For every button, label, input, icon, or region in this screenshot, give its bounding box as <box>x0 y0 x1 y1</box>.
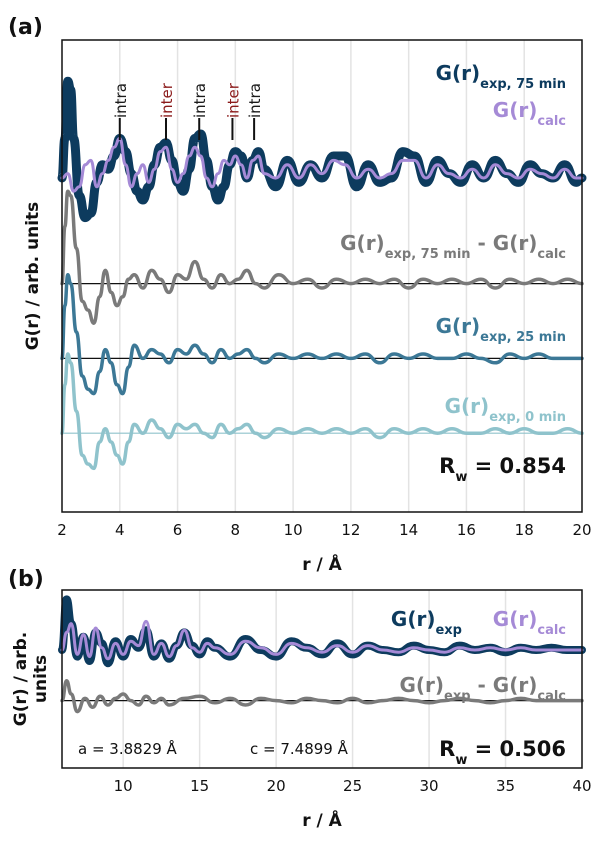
series-line <box>60 679 584 714</box>
x-tick-label: 8 <box>231 521 241 539</box>
panel-a-peak-annotations: intra inter intra inter intra <box>112 82 264 140</box>
panel-b-frame <box>61 589 583 769</box>
label-difference-a: G(r)exp, 75 min - G(r)calc <box>340 231 566 262</box>
panel-a-x-axis-title: r / Å <box>302 552 342 575</box>
label-calc-b: G(r)calc <box>493 607 566 638</box>
x-tick-label: 20 <box>572 521 591 539</box>
panel-a-y-axis-title: G(r) / arb. units <box>23 202 43 351</box>
label-exp-b: G(r)exp <box>391 607 462 638</box>
x-tick-label: 20 <box>267 777 286 795</box>
label-exp-75: G(r)exp, 75 min <box>436 61 566 92</box>
panel-b-y-axis-title-line1: G(r) / arb. <box>11 632 31 726</box>
peak-label: inter <box>224 82 242 118</box>
panel-b-y-axis-title-line2: units <box>31 655 51 703</box>
x-tick-label: 16 <box>457 521 476 539</box>
x-tick-label: 4 <box>115 521 125 539</box>
panel-b-rw: Rw = 0.506 <box>439 737 566 768</box>
panel-b-curves <box>58 595 586 714</box>
series-line <box>57 76 587 223</box>
panel-a-gridlines <box>119 40 525 512</box>
x-tick-label: 40 <box>572 777 591 795</box>
series-line <box>60 619 584 661</box>
panel-b-gridlines <box>122 590 507 768</box>
lattice-c: c = 7.4899 Å <box>250 739 349 758</box>
panel-a-rw: Rw = 0.854 <box>439 454 566 485</box>
x-tick-label: 6 <box>173 521 183 539</box>
panel-b-x-axis-title: r / Å <box>302 808 342 831</box>
panel-a-frame <box>61 39 583 513</box>
x-tick-label: 35 <box>496 777 515 795</box>
panel-a: (a) intra inter intra inter intra 2 4 6 8 10 12 14… <box>8 15 592 575</box>
peak-label: intra <box>112 83 130 118</box>
label-exp-25: G(r)exp, 25 min <box>436 314 566 345</box>
panel-a-x-ticks: 2 4 6 8 10 12 14 16 18 20 <box>57 521 591 539</box>
x-tick-label: 14 <box>399 521 418 539</box>
panel-b-x-ticks: 10 15 20 25 30 35 40 <box>114 777 592 795</box>
x-tick-label: 15 <box>190 777 209 795</box>
panel-b-label: (b) <box>8 567 44 592</box>
label-difference-b: G(r)exp - G(r)calc <box>399 673 566 704</box>
panel-a-label: (a) <box>8 15 43 40</box>
panel-a-curves <box>57 76 587 471</box>
series-line <box>60 273 584 396</box>
x-tick-label: 2 <box>57 521 67 539</box>
label-exp-0: G(r)exp, 0 min <box>445 394 566 425</box>
label-calc-a: G(r)calc <box>493 98 566 129</box>
peak-label: intra <box>246 83 264 118</box>
peak-label: inter <box>158 82 176 118</box>
x-tick-label: 12 <box>341 521 360 539</box>
x-tick-label: 10 <box>114 777 133 795</box>
x-tick-label: 10 <box>284 521 303 539</box>
x-tick-label: 18 <box>515 521 534 539</box>
x-tick-label: 30 <box>420 777 439 795</box>
lattice-a: a = 3.8829 Å <box>78 739 178 758</box>
panel-b: (b) 10 15 20 25 30 35 40 r / Å G(r) / arb. uni… <box>8 567 592 831</box>
series-line <box>60 136 584 193</box>
x-tick-label: 25 <box>343 777 362 795</box>
series-line <box>60 189 584 325</box>
series-line <box>60 352 584 471</box>
peak-label: intra <box>191 83 209 118</box>
panel-b-y-axis-title: G(r) / arb. units <box>11 632 51 726</box>
